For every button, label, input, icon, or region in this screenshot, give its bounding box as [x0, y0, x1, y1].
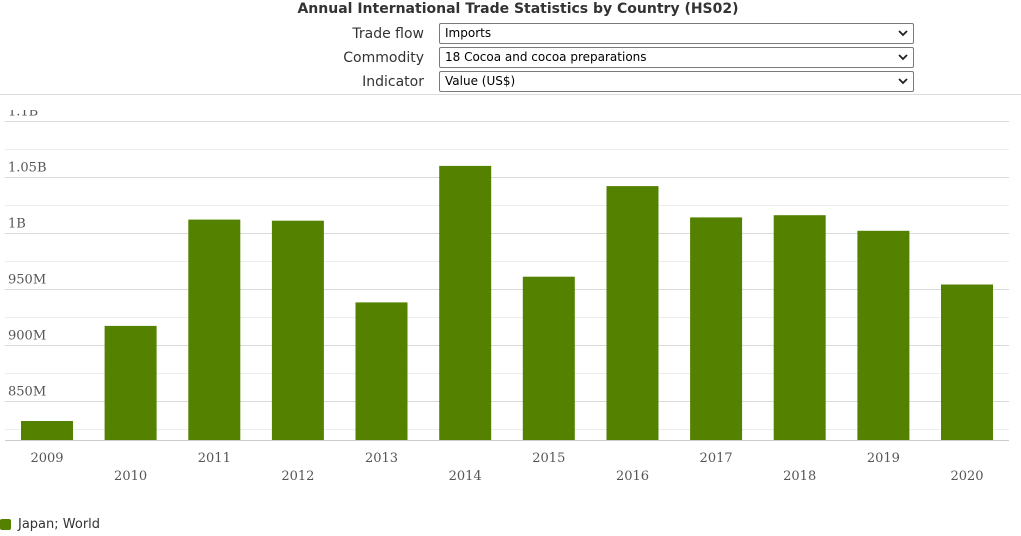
y-tick-label: 950M	[8, 273, 46, 288]
legend-swatch	[0, 519, 11, 530]
indicator-filter: Indicator Value (US$)	[0, 71, 1021, 93]
trade-flow-filter: Trade flow Imports	[0, 23, 1021, 45]
header-divider	[0, 94, 1021, 95]
bar-2020[interactable]	[941, 284, 993, 441]
commodity-select[interactable]: 18 Cocoa and cocoa preparations	[439, 47, 914, 68]
y-tick-label: 900M	[8, 329, 46, 344]
y-tick-label: 1B	[8, 217, 26, 232]
bar-2009[interactable]	[21, 421, 73, 440]
commodity-filter: Commodity 18 Cocoa and cocoa preparation…	[0, 47, 1021, 69]
x-tick-label: 2017	[700, 451, 733, 466]
x-tick-label: 2011	[198, 451, 231, 466]
bar-2019[interactable]	[857, 230, 910, 440]
trade-flow-select[interactable]: Imports	[439, 23, 914, 44]
indicator-value: Value (US$)	[445, 74, 516, 88]
trade-flow-value: Imports	[445, 26, 492, 40]
x-tick-label: 2020	[950, 469, 983, 484]
bar-2016[interactable]	[606, 186, 659, 440]
x-tick-label: 2014	[449, 469, 482, 484]
bar-2017[interactable]	[690, 217, 743, 440]
x-tick-label: 2010	[114, 469, 147, 484]
x-tick-label: 2018	[783, 469, 816, 484]
gridlines	[5, 121, 1009, 441]
y-tick-label: 1.05B	[8, 161, 47, 176]
x-tick-label: 2016	[616, 469, 649, 484]
chevron-down-icon	[898, 30, 908, 37]
chevron-down-icon	[898, 54, 908, 61]
x-tick-label: 2013	[365, 451, 398, 466]
commodity-value: 18 Cocoa and cocoa preparations	[445, 50, 647, 64]
y-tick-label: 1.1B	[8, 110, 38, 120]
chevron-down-icon	[898, 78, 908, 85]
bar-2011[interactable]	[188, 219, 241, 440]
indicator-select[interactable]: Value (US$)	[439, 71, 914, 92]
bar-chart: 850M 900M 950M 1B 1.05B 1.1B 2009 2010 2011 2012 2…	[5, 110, 1009, 484]
bar-2014[interactable]	[439, 165, 492, 440]
x-tick-label: 2012	[281, 469, 314, 484]
trade-flow-label: Trade flow	[352, 26, 424, 42]
x-tick-label: 2015	[532, 451, 565, 466]
axis-ticks: 850M 900M 950M 1B 1.05B 1.1B 2009 2010 2011 2012 2…	[8, 110, 984, 484]
x-tick-label: 2019	[867, 451, 900, 466]
bar-2012[interactable]	[271, 220, 324, 440]
indicator-label: Indicator	[362, 74, 424, 90]
page-title: Annual International Trade Statistics by…	[297, 1, 739, 17]
bar-2013[interactable]	[355, 302, 408, 440]
y-tick-label: 850M	[8, 385, 46, 400]
bars	[21, 165, 993, 441]
bar-2010[interactable]	[104, 325, 157, 440]
bar-2015[interactable]	[522, 276, 575, 440]
x-tick-label: 2009	[30, 451, 63, 466]
commodity-label: Commodity	[343, 50, 424, 66]
legend-label-japan-world: Japan; World	[18, 517, 101, 532]
bar-2018[interactable]	[773, 215, 826, 440]
